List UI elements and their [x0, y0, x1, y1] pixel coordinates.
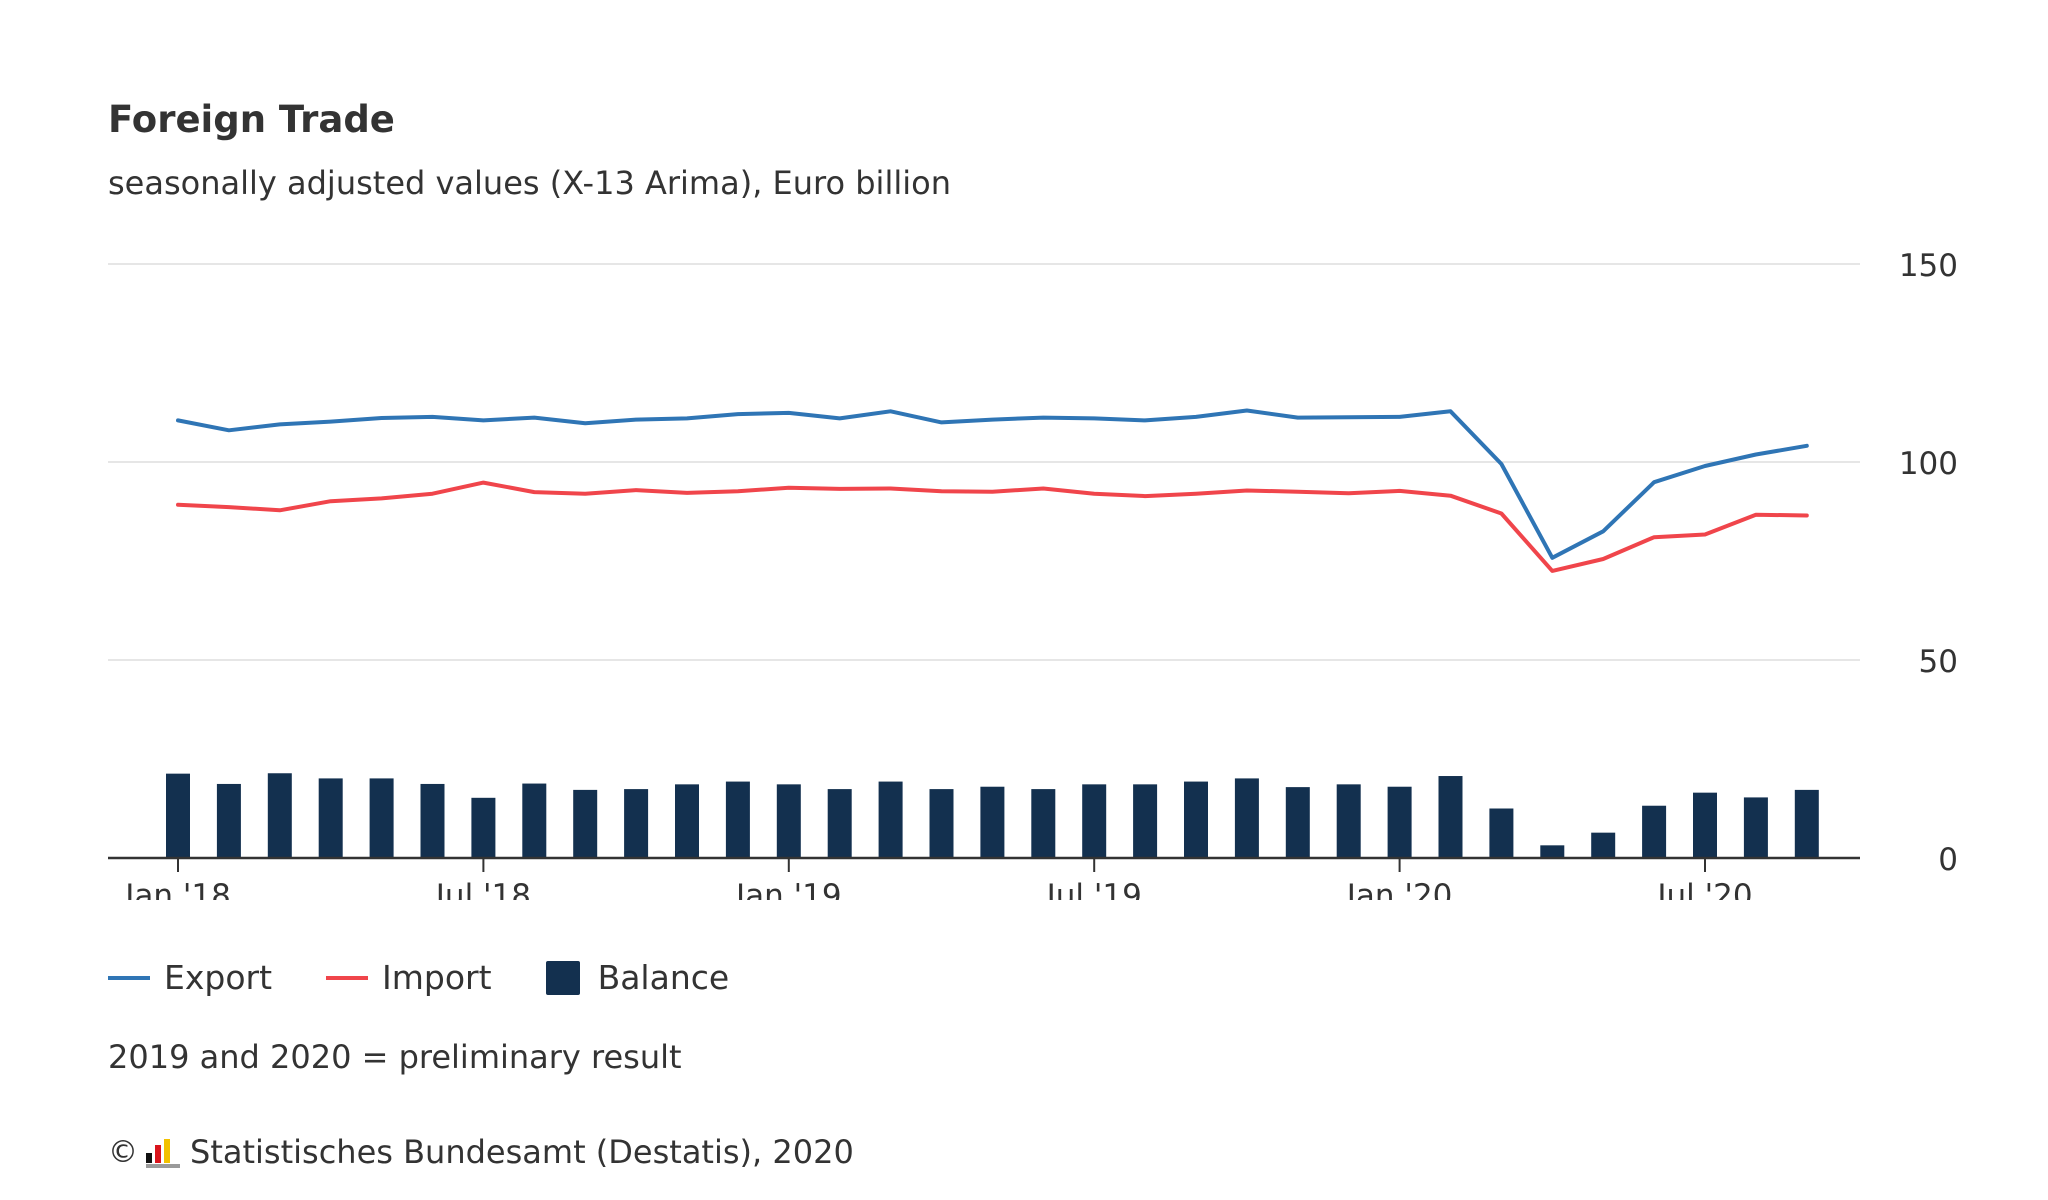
source-credit: © Statistisches Bundesamt (Destatis), 20…	[108, 1133, 854, 1171]
balance-bar	[1540, 845, 1565, 858]
balance-bar	[420, 783, 445, 858]
balance-bar	[318, 778, 343, 858]
balance-bar	[776, 784, 801, 858]
copyright-symbol: ©	[108, 1134, 138, 1170]
balance-bar	[267, 773, 292, 858]
balance-bar	[573, 789, 598, 858]
balance-bar	[827, 789, 852, 858]
balance-bar	[1387, 786, 1412, 858]
x-tick-label: Jul '18	[434, 878, 531, 900]
balance-bar	[929, 789, 954, 858]
legend-swatch-import	[326, 975, 369, 980]
foreign-trade-chart: 0 50 100 150 Jan '18 Jul '18 Jan '19 Jul '19 Jan…	[108, 248, 1958, 900]
balance-bar	[1794, 789, 1819, 858]
chart-subtitle: seasonally adjusted values (X-13 Arima),…	[108, 164, 951, 202]
balance-bar	[1642, 805, 1667, 858]
balance-bar	[1336, 784, 1361, 858]
legend-item-export[interactable]: Export	[108, 958, 272, 997]
series-line-export	[176, 408, 1809, 560]
balance-bar	[980, 786, 1005, 858]
balance-bar	[725, 781, 750, 858]
source-text: Statistisches Bundesamt (Destatis), 2020	[190, 1133, 854, 1171]
chart-legend: Export Import Balance	[108, 958, 783, 997]
x-tick-label: Jan '20	[1345, 878, 1453, 900]
legend-swatch-export	[108, 975, 150, 980]
balance-bar	[1693, 792, 1717, 858]
balance-bar	[1082, 784, 1107, 858]
balance-bar	[1489, 808, 1514, 858]
balance-bar	[166, 773, 190, 858]
balance-bar	[1591, 832, 1616, 858]
destatis-logo-icon	[146, 1137, 180, 1168]
balance-bar	[878, 781, 903, 858]
y-tick-label: 150	[1899, 248, 1958, 284]
legend-label-import: Import	[382, 958, 492, 997]
balance-bar	[1234, 778, 1259, 858]
balance-bar	[1184, 781, 1208, 858]
balance-bar	[1133, 784, 1158, 858]
chart-title: Foreign Trade	[108, 98, 395, 141]
x-tick-label: Jan '19	[734, 878, 842, 900]
legend-label-balance: Balance	[597, 958, 730, 997]
balance-bar	[369, 778, 394, 858]
x-tick-label: Jul '19	[1045, 878, 1142, 900]
x-tick-label: Jul '20	[1655, 878, 1752, 900]
balance-bar	[471, 797, 496, 858]
series-line-import	[176, 480, 1809, 573]
y-tick-label: 50	[1919, 644, 1958, 680]
balance-bar	[1031, 789, 1056, 858]
legend-item-import[interactable]: Import	[326, 958, 492, 997]
legend-label-export: Export	[164, 958, 273, 997]
balance-bar	[522, 783, 547, 858]
legend-item-balance[interactable]: Balance	[545, 958, 730, 997]
balance-bar	[216, 783, 241, 858]
x-tick-label: Jan '18	[123, 878, 231, 900]
legend-swatch-balance	[545, 960, 580, 995]
balance-bar	[1285, 787, 1310, 858]
balance-bar	[1438, 776, 1463, 858]
y-tick-label: 100	[1899, 446, 1958, 482]
balance-bar	[675, 784, 699, 858]
y-tick-label: 0	[1938, 842, 1958, 878]
balance-bar	[624, 789, 649, 858]
footnote: 2019 and 2020 = preliminary result	[108, 1038, 682, 1076]
balance-bar	[1743, 797, 1768, 858]
